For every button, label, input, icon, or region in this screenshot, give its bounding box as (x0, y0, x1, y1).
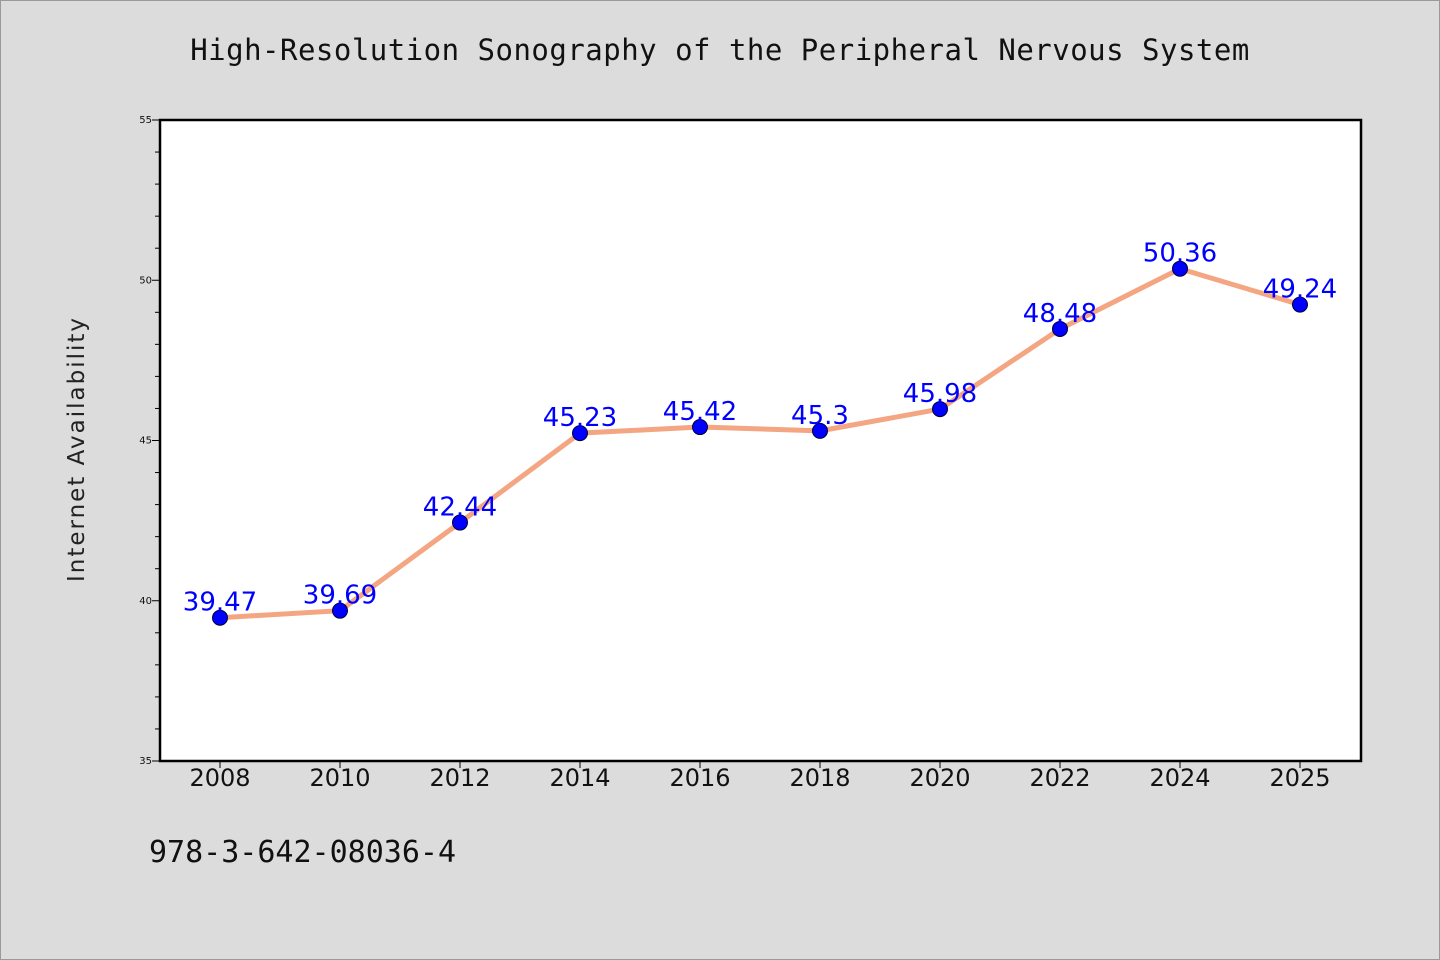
x-tick-label: 2014 (549, 764, 610, 792)
y-axis-ticks: 35 40 45 50 55 (139, 115, 160, 767)
data-point (452, 514, 468, 531)
x-tick-label: 2016 (669, 764, 730, 792)
y-tick-label: 35 (139, 756, 152, 767)
data-point (812, 422, 828, 439)
data-label: 42.44 (423, 493, 497, 523)
y-tick-label: 50 (139, 275, 152, 286)
y-tick-label: 40 (139, 596, 152, 607)
data-label: 45.98 (903, 379, 977, 409)
data-point (572, 425, 588, 442)
data-point (692, 419, 708, 436)
x-tick-label: 2024 (1149, 764, 1210, 792)
data-label: 49.24 (1263, 275, 1337, 305)
x-tick-label: 2025 (1269, 764, 1330, 792)
x-tick-label: 2012 (429, 764, 490, 792)
series-layer (212, 260, 1308, 626)
data-label: 45.42 (663, 397, 737, 427)
x-tick-label: 2008 (189, 764, 250, 792)
data-point (932, 401, 948, 418)
data-label: 50.36 (1143, 239, 1217, 269)
y-tick-label: 45 (139, 436, 152, 447)
x-tick-label: 2022 (1029, 764, 1090, 792)
x-tick-label: 2020 (909, 764, 970, 792)
data-label: 39.69 (303, 581, 377, 611)
data-point (1172, 260, 1188, 277)
data-label: 45.3 (791, 401, 849, 431)
x-axis-ticks: 2008 2010 2012 2014 2016 2018 2020 2022 2024 2025 (189, 761, 1331, 792)
data-labels: 39.47 39.69 42.44 45.23 45.42 45.3 45.98 48.48 5… (183, 239, 1337, 618)
series-line (217, 266, 1303, 621)
data-label: 45.23 (543, 403, 617, 433)
x-tick-label: 2018 (789, 764, 850, 792)
x-tick-label: 2010 (309, 764, 370, 792)
plot-area (158, 118, 1363, 763)
data-point (212, 609, 228, 626)
data-label: 48.48 (1023, 299, 1097, 329)
data-point (332, 602, 348, 619)
data-point (1292, 296, 1308, 313)
y-tick-label: 55 (139, 115, 152, 126)
data-point (1052, 320, 1068, 337)
footer-isbn: 978-3-642-08036-4 (149, 835, 457, 870)
data-label: 39.47 (183, 588, 257, 618)
chart-title: High-Resolution Sonography of the Periph… (190, 33, 1250, 67)
